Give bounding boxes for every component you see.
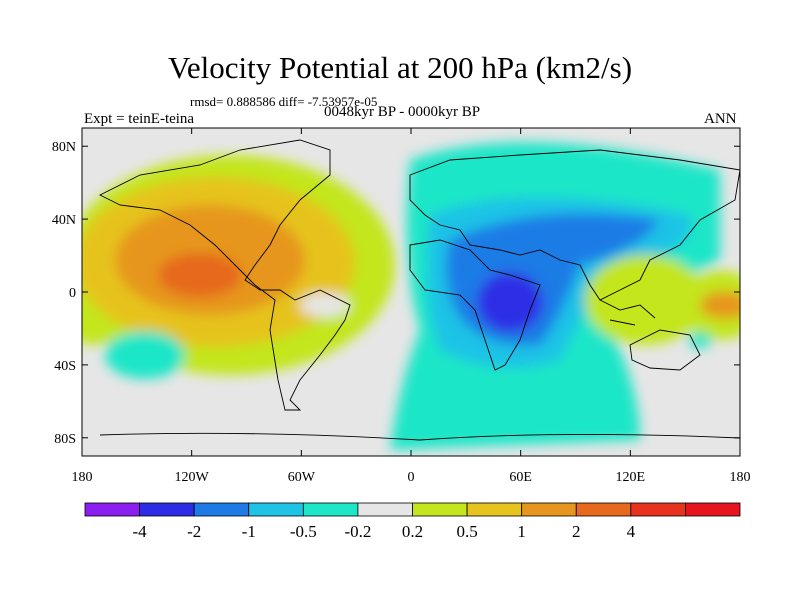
colorbar: -4 -2 -1 -0.5 -0.2 0.2 0.5 1 2 4 <box>84 502 741 541</box>
lon-tick-label: 120E <box>616 470 646 485</box>
lat-tick-label: 0 <box>69 286 76 301</box>
colorbar-label: -4 <box>132 522 147 541</box>
australia-outline <box>629 329 701 371</box>
contour-positive-max <box>158 253 242 297</box>
antarctica-outline <box>99 432 740 441</box>
colorbar-swatch <box>84 502 140 517</box>
colorbar-swatch <box>357 502 413 517</box>
colorbar-label: 2 <box>572 522 581 541</box>
lon-tick-label: 180 <box>730 470 751 485</box>
colorbar-label: 0.5 <box>456 522 477 541</box>
colorbar-swatch <box>412 502 468 517</box>
lat-tick-label: 40S <box>54 359 76 374</box>
africa-outline <box>409 239 541 371</box>
colorbar-swatch <box>575 502 632 517</box>
maritime-continent-outline <box>599 299 656 326</box>
colorbar-swatch <box>685 502 741 517</box>
lat-tick-label: 80N <box>52 140 76 155</box>
stats-line: rmsd= 0.888586 diff= -7.53957e-05 <box>190 94 378 109</box>
map-title: Velocity Potential at 200 hPa (km2/s) <box>167 50 633 85</box>
lon-tick-label: 60E <box>509 470 532 485</box>
lon-ticks: 180 120W 60W 0 60E 120E 180 <box>72 128 751 485</box>
contour-negative-max <box>477 272 543 332</box>
experiment-label: Expt = teinE-teina <box>84 111 195 127</box>
lon-tick-label: 0 <box>408 470 415 485</box>
period-label: 0048kyr BP - 0000kyr BP <box>324 104 481 120</box>
lon-tick-label: 180 <box>72 470 93 485</box>
lat-tick-label: 80S <box>54 432 76 447</box>
colorbar-label: -0.5 <box>290 522 317 541</box>
americas-outline <box>98 139 351 411</box>
colorbar-label: 0.2 <box>402 522 423 541</box>
colorbar-swatch <box>302 502 359 517</box>
colorbar-swatch <box>466 502 523 517</box>
colorbar-swatch <box>193 502 250 517</box>
lon-tick-label: 120W <box>175 470 210 485</box>
contour-field <box>82 128 740 456</box>
season-label: ANN <box>704 111 737 127</box>
lat-tick-label: 40N <box>52 213 76 228</box>
colorbar-swatch <box>139 502 195 517</box>
colorbar-swatch <box>521 502 577 517</box>
lon-tick-label: 60W <box>288 470 316 485</box>
colorbar-swatch <box>630 502 686 517</box>
colorbar-label: 1 <box>517 522 526 541</box>
coastlines <box>98 139 740 441</box>
contour-sw-pacific <box>105 331 185 379</box>
colorbar-label: -0.2 <box>344 522 371 541</box>
colorbar-label: -1 <box>242 522 256 541</box>
lat-ticks: 80N 40N 0 40S 80S <box>52 140 740 447</box>
colorbar-label: -2 <box>187 522 201 541</box>
colorbar-swatch <box>248 502 304 517</box>
colorbar-label: 4 <box>627 522 636 541</box>
